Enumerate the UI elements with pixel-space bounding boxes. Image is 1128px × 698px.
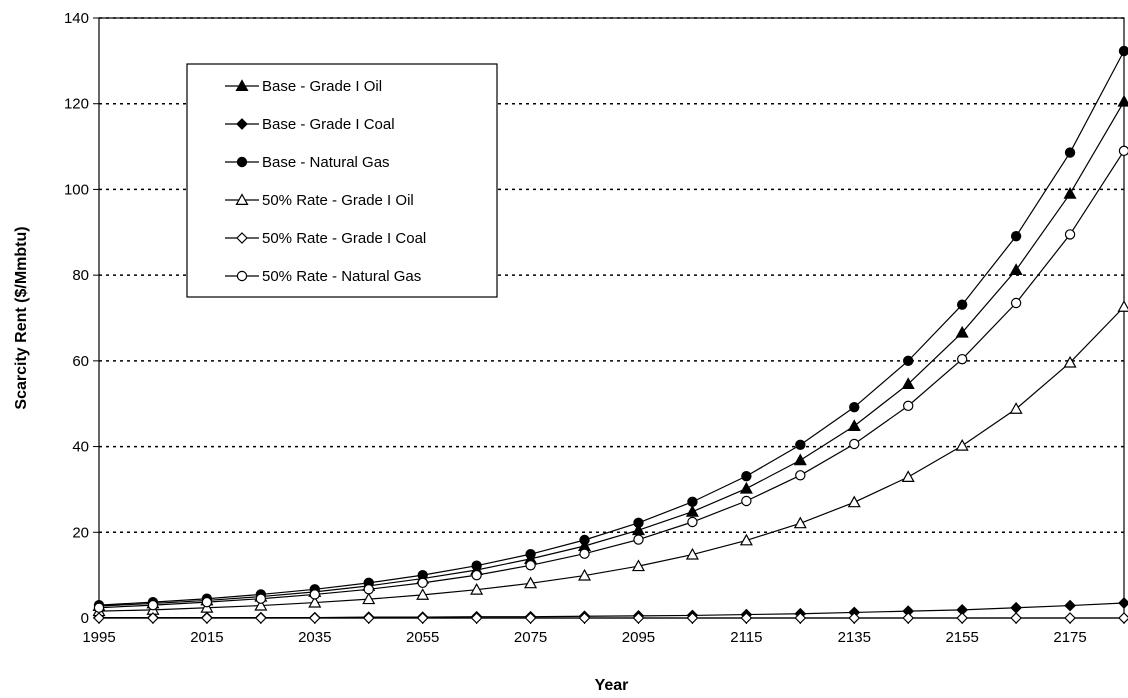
y-tick-label: 0 — [81, 610, 89, 627]
data-point — [904, 401, 913, 410]
data-point — [202, 613, 212, 623]
y-axis-title: Scarcity Rent ($/Mmbtu) — [13, 226, 30, 409]
data-point — [580, 535, 589, 544]
data-point — [849, 421, 860, 431]
data-point — [256, 594, 265, 603]
data-point — [310, 613, 320, 623]
data-point — [850, 403, 859, 412]
data-point — [741, 483, 752, 493]
data-point — [634, 535, 643, 544]
legend-box — [187, 64, 497, 297]
legend-label: 50% Rate - Grade I Coal — [262, 230, 426, 247]
data-point — [1011, 613, 1021, 623]
data-point — [472, 571, 481, 580]
data-point — [688, 517, 697, 526]
data-point — [795, 455, 806, 465]
data-point — [958, 355, 967, 364]
data-point — [1119, 46, 1128, 55]
data-point — [526, 550, 535, 559]
data-point — [687, 506, 698, 516]
legend-marker — [237, 271, 246, 280]
data-point — [795, 518, 806, 528]
data-point — [580, 549, 589, 558]
y-tick-label: 80 — [72, 267, 89, 284]
data-point — [904, 356, 913, 365]
data-point — [957, 613, 967, 623]
data-point — [1065, 148, 1074, 157]
x-tick-label: 2115 — [730, 629, 762, 646]
data-point — [796, 471, 805, 480]
data-point — [688, 497, 697, 506]
data-point — [148, 601, 157, 610]
data-point — [1011, 265, 1022, 275]
data-point — [958, 300, 967, 309]
data-point — [850, 439, 859, 448]
data-point — [310, 590, 319, 599]
data-point — [1012, 298, 1021, 307]
series-line — [99, 307, 1124, 611]
y-tick-label: 140 — [64, 10, 89, 27]
data-point — [256, 613, 266, 623]
data-point — [1011, 603, 1021, 613]
data-point — [742, 472, 751, 481]
data-point — [526, 561, 535, 570]
x-tick-label: 2075 — [514, 629, 547, 646]
x-tick-labels: 1995 2015 2035 2055 2075 2095 2115 2135 2155 2175 — [82, 629, 1086, 646]
data-point — [796, 440, 805, 449]
y-tick-label: 40 — [72, 439, 89, 456]
data-point — [741, 535, 752, 545]
data-point — [364, 613, 374, 623]
data-point — [472, 561, 481, 570]
x-axis-title: Year — [595, 677, 629, 694]
x-tick-label: 1995 — [82, 629, 115, 646]
legend-label: Base - Grade I Coal — [262, 116, 395, 133]
data-point — [849, 497, 860, 507]
data-point — [418, 578, 427, 587]
data-point — [903, 613, 913, 623]
data-point — [364, 585, 373, 594]
data-point — [1012, 232, 1021, 241]
y-tick-label: 100 — [64, 181, 89, 198]
data-point — [1065, 613, 1075, 623]
legend-marker — [237, 157, 246, 166]
x-tick-label: 2035 — [298, 629, 331, 646]
data-point — [1119, 96, 1128, 106]
data-point — [1065, 601, 1075, 611]
x-tick-label: 2175 — [1053, 629, 1086, 646]
x-tick-label: 2135 — [838, 629, 871, 646]
data-point — [418, 613, 428, 623]
x-tick-label: 2155 — [945, 629, 978, 646]
y-tick-label: 20 — [72, 524, 89, 541]
data-point — [957, 440, 968, 450]
data-point — [1119, 146, 1128, 155]
data-point — [1119, 301, 1128, 311]
x-tick-label: 2055 — [406, 629, 439, 646]
series-line — [99, 603, 1124, 618]
series-2 — [94, 598, 1128, 623]
data-point — [634, 518, 643, 527]
data-point — [94, 603, 103, 612]
legend-label: Base - Grade I Oil — [262, 78, 382, 95]
data-point — [903, 472, 914, 482]
y-tick-labels: 0 20 40 60 80 100 120 140 — [64, 10, 89, 627]
data-point — [1119, 598, 1128, 608]
y-tick-label: 120 — [64, 96, 89, 113]
data-point — [202, 598, 211, 607]
y-tick-label: 60 — [72, 353, 89, 370]
x-tick-label: 2095 — [622, 629, 655, 646]
x-tick-label: 2015 — [190, 629, 223, 646]
data-point — [1119, 613, 1128, 623]
legend-label: 50% Rate - Grade I Oil — [262, 192, 414, 209]
legend-label: 50% Rate - Natural Gas — [262, 268, 421, 285]
series-5 — [94, 613, 1128, 623]
legend-label: Base - Natural Gas — [262, 154, 390, 171]
data-point — [742, 496, 751, 505]
data-point — [1065, 230, 1074, 239]
legend: Base - Grade I Oil Base - Grade I Coal Bas… — [187, 64, 497, 297]
